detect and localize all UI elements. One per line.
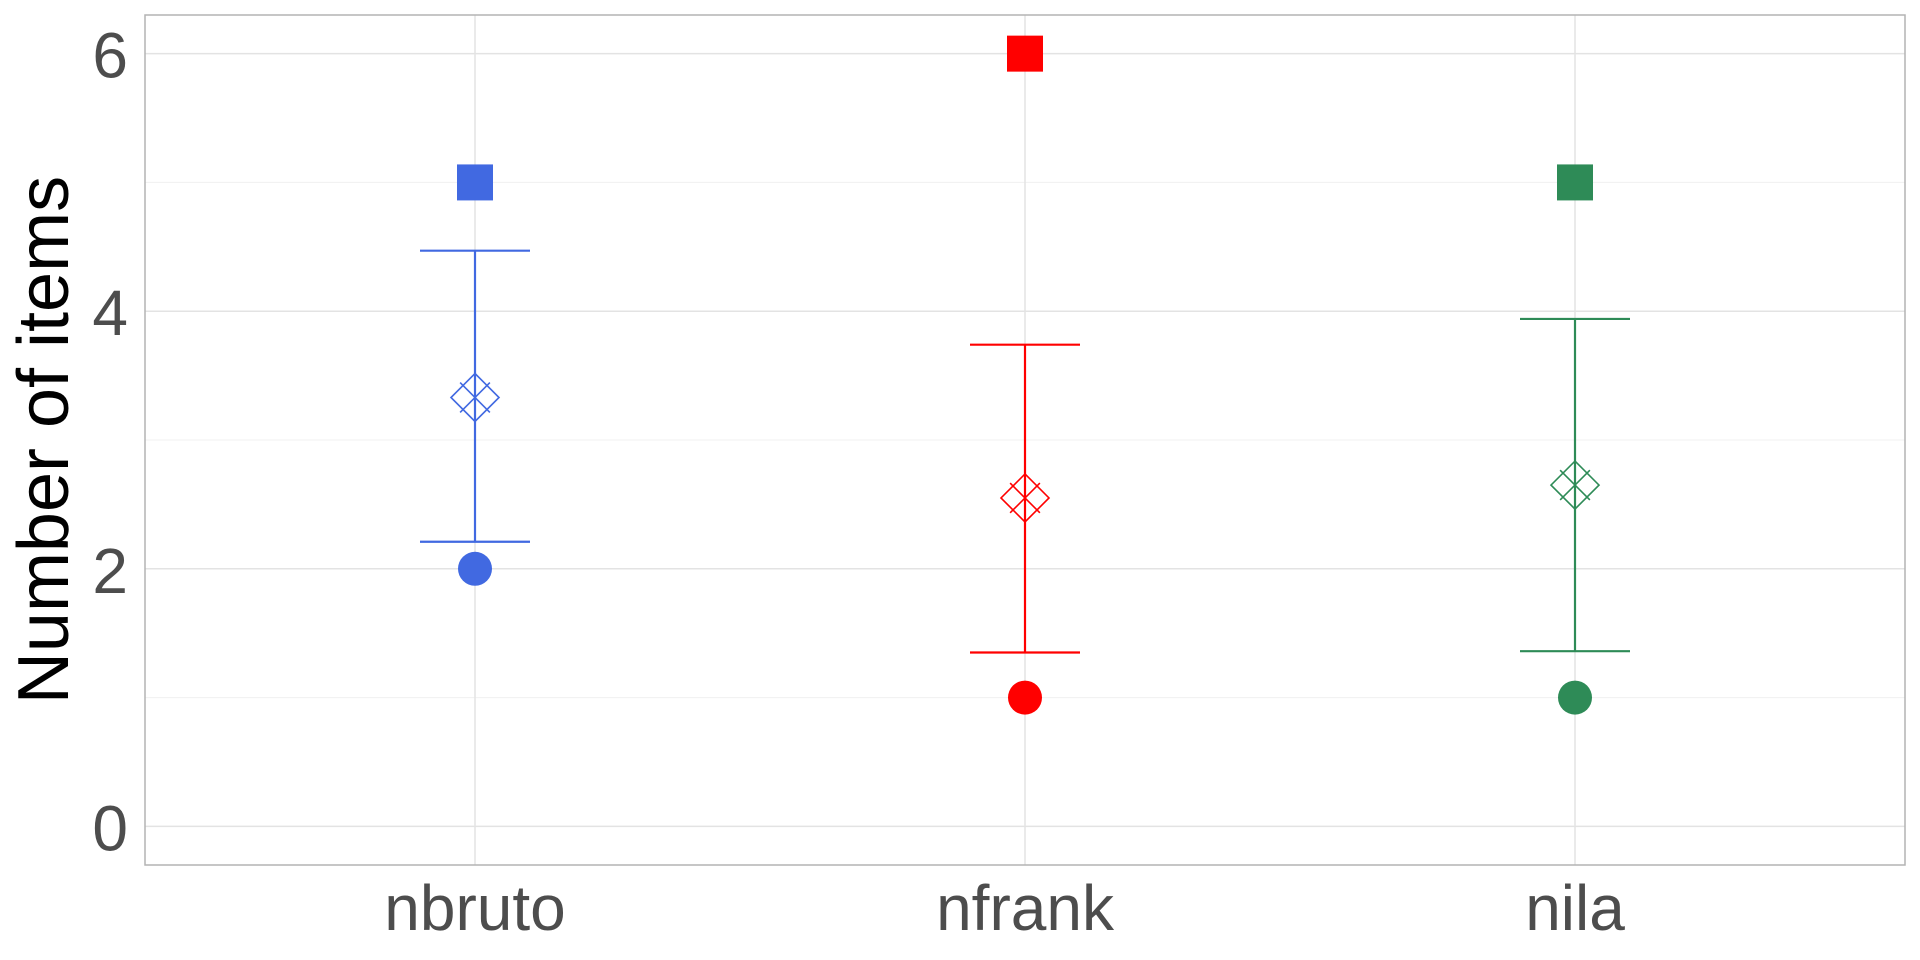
min-point — [1008, 680, 1042, 715]
y-tick-label: 6 — [92, 20, 128, 92]
min-point — [458, 551, 492, 586]
mean-point — [449, 372, 501, 423]
panel-border — [144, 14, 1906, 866]
x-tick-label: nila — [1525, 872, 1625, 944]
max-point — [1007, 35, 1043, 72]
min-point — [1558, 680, 1592, 715]
series-nila — [1520, 164, 1630, 715]
y-tick-label: 4 — [92, 277, 128, 349]
x-tick-label: nbruto — [384, 872, 565, 944]
y-tick-labels: 0 2 4 6 — [92, 20, 128, 865]
mean-point — [999, 472, 1051, 524]
max-point — [1557, 164, 1593, 201]
mean-point — [1549, 459, 1601, 511]
y-tick-label: 2 — [92, 535, 128, 607]
mean-point-cross — [459, 382, 491, 413]
max-point — [457, 164, 493, 201]
x-tick-label: nfrank — [936, 872, 1115, 944]
series-nfrank — [970, 35, 1080, 715]
chart-marks — [420, 35, 1630, 715]
x-tick-labels: nbruto nfrank nila — [384, 872, 1625, 944]
mean-point-cross — [1009, 482, 1041, 514]
series-nbruto — [420, 164, 530, 586]
y-tick-label: 0 — [92, 792, 128, 864]
mean-point-cross — [1559, 469, 1591, 501]
y-axis-title: Number of items — [4, 176, 84, 704]
